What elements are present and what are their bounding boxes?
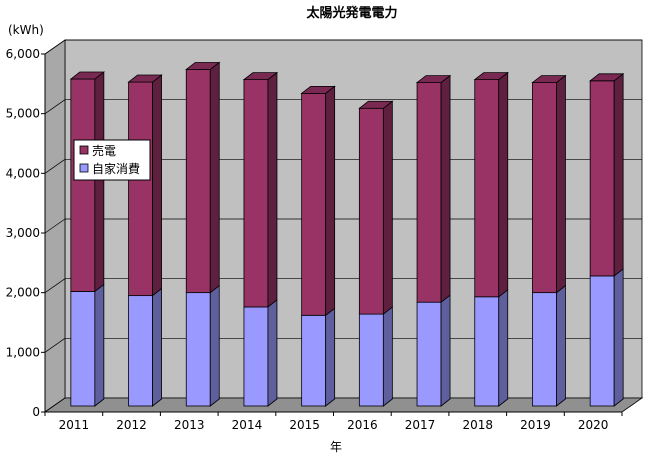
gridline-side [44,159,66,174]
bar-2014-sell-side [267,71,278,308]
bar-2018-self-consumption-side [498,288,509,407]
bar-2014-self-consumption [243,306,269,407]
bar-2012-sell [128,81,153,297]
legend-label-sell: 売電 [92,143,116,158]
legend-swatch-sell [79,145,89,155]
gridline-side [44,338,66,353]
bar-2019-self-consumption [532,292,557,407]
bar-2017-sell-top [415,75,452,84]
bar-2016-self-consumption [358,313,384,407]
bar-2018-sell-side [498,71,509,298]
chart-title: 太陽光発電電力 [305,5,397,21]
bar-2019-sell-top [531,75,567,84]
x-tick-label-2020: 2020 [578,418,609,432]
y-tick-label: 0 [32,405,40,419]
bar-2017-sell [416,82,442,303]
bar-2012-self-consumption [128,295,153,407]
y-tick-label: 6,000 [6,47,40,61]
x-tick-label-2011: 2011 [59,418,90,432]
x-tick-label-2019: 2019 [520,418,551,432]
bar-2015-sell [301,92,327,316]
bar-2013-self-consumption [185,292,211,407]
x-tick-label-2013: 2013 [174,418,205,432]
legend-swatch-self-consumption [79,163,89,173]
bar-2011-self-consumption [70,291,96,407]
bar-2013-self-consumption-side [209,284,220,407]
bars [69,61,625,407]
bar-2019-sell [532,82,557,294]
x-tick-labels: 2011 2012 2013 2014 2015 2016 2017 2018 2019 2020 [59,418,609,432]
bar-2011-self-consumption-side [94,283,105,407]
bar-2012-sell-top [127,74,163,83]
x-tick-label-2012: 2012 [116,418,147,432]
bar-2015-self-consumption-side [325,307,336,407]
bar-2013-sell [185,69,211,294]
bar-2016-sell [358,107,384,315]
x-axis-label: 年 [330,440,342,454]
legend: 売電 自家消費 [73,139,151,181]
bar-2020-self-consumption-side [613,268,624,407]
bar-2020-self-consumption [589,275,615,407]
bar-2017-sell-side [440,74,451,303]
y-tick-labels: 0 1,000 2,000 3,000 4,000 5,000 6,000 [6,47,40,419]
x-tick-label-2015: 2015 [289,418,320,432]
bar-2018-sell-top [473,72,509,81]
bar-2014-self-consumption-side [267,299,278,407]
bar-2018-sell [474,79,500,298]
bar-2015-self-consumption [301,314,327,407]
gridline-side [44,278,66,293]
y-tick-label: 5,000 [6,107,40,121]
x-tick-label-2017: 2017 [405,418,436,432]
bar-2011-sell-side [94,71,105,293]
bar-2018-self-consumption [474,296,500,407]
y-tick-label: 4,000 [6,166,40,180]
x-tick-label-2014: 2014 [232,418,263,432]
x-tick-label-2018: 2018 [462,418,493,432]
bar-2014-sell [243,79,269,308]
bar-2013-sell-side [209,61,220,294]
bar-2017-self-consumption-side [440,294,451,407]
bar-2013-sell-top [185,62,221,70]
bar-2016-self-consumption-side [382,306,393,407]
bar-2014-sell-top [242,72,279,81]
bar-2016-sell-top [358,100,394,109]
bar-2012-sell-side [152,74,162,297]
legend-label-self-consumption: 自家消費 [92,161,140,176]
bar-2015-sell-top [300,85,336,94]
y-tick-label: 1,000 [6,345,40,359]
bar-2012-self-consumption-side [152,287,162,407]
gridline-side [44,218,66,234]
y-tick-label: 3,000 [6,226,40,240]
bar-2020-sell-side [613,72,624,277]
bar-2019-self-consumption-side [556,284,566,407]
bar-2016-sell-side [382,100,393,315]
bar-2011-sell [70,78,96,292]
bar-2011-sell-top [69,71,106,80]
bar-2020-sell [589,80,615,277]
x-tick-label-2016: 2016 [347,418,378,432]
y-tick-label: 2,000 [6,286,40,300]
bar-2020-sell-top [588,73,625,82]
bar-2019-sell-side [556,74,566,294]
bar-2015-sell-side [325,85,336,317]
bar-2017-self-consumption [416,301,442,407]
axes [41,53,623,416]
gridline-side [44,39,66,55]
y-axis-unit-label: (kWh) [8,23,44,37]
gridline-side [44,99,66,114]
